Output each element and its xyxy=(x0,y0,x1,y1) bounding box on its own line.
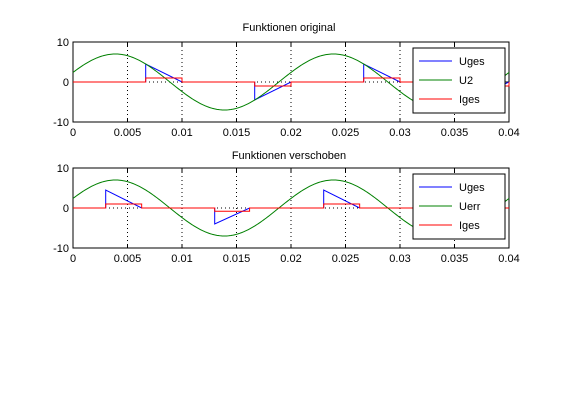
x-tick-label: 0.01 xyxy=(171,253,192,265)
x-tick-label: 0.02 xyxy=(280,253,301,265)
y-tick-label: 10 xyxy=(57,163,69,175)
x-tick-label: 0.015 xyxy=(223,253,251,265)
legend-label-uges: Uges xyxy=(459,56,485,68)
tick-labels: 0 0.005 0.01 0.015 0.02 0.025 0.03 0.035 0.04 -10… xyxy=(53,37,520,139)
x-tick-label: 0.04 xyxy=(498,253,519,265)
axis-ticks xyxy=(72,41,510,123)
x-tick-label: 0.005 xyxy=(114,127,142,139)
plot-title: Funktionen verschoben xyxy=(232,150,346,162)
y-tick-label: -10 xyxy=(53,243,69,255)
y-tick-label: 10 xyxy=(57,37,69,49)
x-tick-label: 0.01 xyxy=(171,127,192,139)
legend-label-uerr: Uerr xyxy=(459,201,481,213)
legend-label-iges: Iges xyxy=(459,220,480,232)
x-tick-label: 0.015 xyxy=(223,127,251,139)
x-tick-label: 0.005 xyxy=(114,253,142,265)
legend-label-iges: Iges xyxy=(459,94,480,106)
x-tick-label: 0.035 xyxy=(441,253,469,265)
x-tick-label: 0.025 xyxy=(332,253,360,265)
x-tick-label: 0.03 xyxy=(389,253,410,265)
x-tick-label: 0 xyxy=(70,127,76,139)
legend: Uges U2 Iges xyxy=(412,47,506,114)
plot-title: Funktionen original xyxy=(243,22,336,34)
legend-label-uges: Uges xyxy=(459,182,485,194)
y-tick-label: 0 xyxy=(63,203,69,215)
x-tick-label: 0.02 xyxy=(280,127,301,139)
x-tick-label: 0 xyxy=(70,253,76,265)
tick-labels: 0 0.005 0.01 0.015 0.02 0.025 0.03 0.035 0.04 -10… xyxy=(53,163,520,265)
x-tick-label: 0.03 xyxy=(389,127,410,139)
legend: Uges Uerr Iges xyxy=(412,173,506,240)
x-tick-label: 0.035 xyxy=(441,127,469,139)
x-tick-label: 0.04 xyxy=(498,127,519,139)
y-tick-label: 0 xyxy=(63,77,69,89)
subplot-verschoben: Funktionen verschoben 0 0.005 0.01 0.015 0.0… xyxy=(53,150,520,265)
y-tick-label: -10 xyxy=(53,117,69,129)
x-tick-label: 0.025 xyxy=(332,127,360,139)
subplot-original: Funktionen original 0 0.005 0.01 0.015 0.02 0… xyxy=(53,22,520,139)
legend-label-u2: U2 xyxy=(459,75,473,87)
